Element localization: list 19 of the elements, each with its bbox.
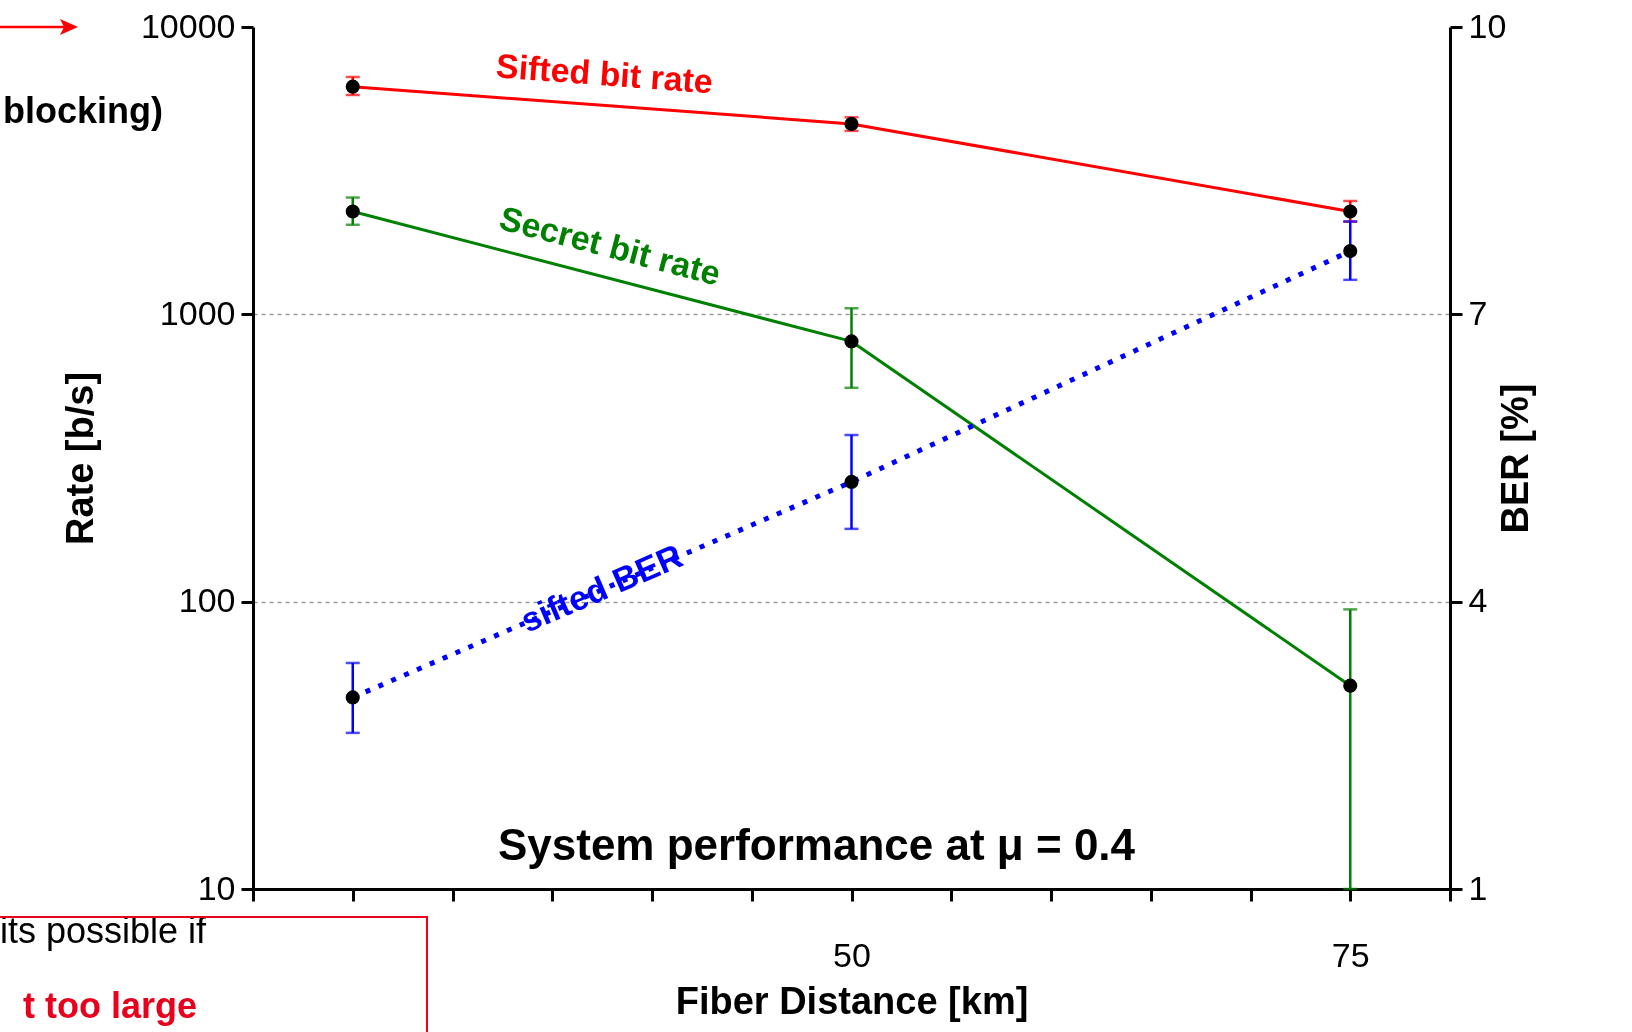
y-tick-label: 1000 [159, 293, 236, 332]
y2-tick-label: 7 [1468, 293, 1488, 332]
y-axis-title: Rate [b/s] [58, 371, 101, 546]
y-tick-label: 10000 [140, 6, 236, 45]
y2-tick-label: 10 [1468, 6, 1507, 45]
x-tick-label: 75 [1331, 935, 1370, 974]
series-label: Sifted bit rate [494, 46, 715, 101]
text: System performance at μ = 0.4 [497, 820, 1136, 869]
y-tick-label: 100 [178, 581, 236, 620]
text: Secret bit rate [495, 198, 725, 293]
y-tick-label: 10 [197, 868, 236, 907]
x-axis-title: Fiber Distance [km] [675, 979, 1029, 1022]
x-tick-label: 50 [833, 935, 871, 974]
y2-tick-label: 4 [1468, 581, 1488, 620]
text: blocking) [3, 90, 163, 131]
text: sifted BER [514, 536, 688, 640]
y2-axis-title: BER [%] [1494, 383, 1537, 534]
text: t too large [23, 985, 198, 1026]
y2-tick-label: 1 [1468, 868, 1488, 907]
